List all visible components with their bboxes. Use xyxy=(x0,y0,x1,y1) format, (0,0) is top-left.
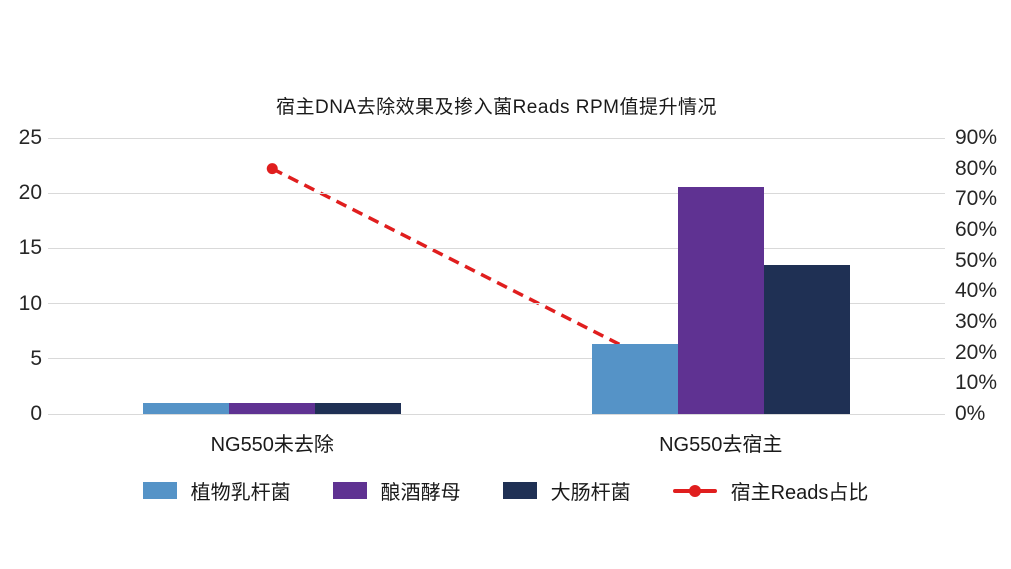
legend-dot-icon xyxy=(688,484,701,497)
legend-swatch-lactobacillus xyxy=(142,482,177,499)
x-axis-label-ng550-before: NG550未去除 xyxy=(210,434,334,456)
gridline xyxy=(48,137,945,139)
legend-swatch-saccharomyces xyxy=(332,482,367,499)
gridline xyxy=(48,303,945,305)
legend-label-e-coli: 大肠杆菌 xyxy=(550,482,631,504)
bar xyxy=(315,402,402,414)
gridline xyxy=(48,247,945,249)
plot-area xyxy=(48,137,945,415)
legend-item-saccharomyces-cerevisiae: 酿酒酵母 xyxy=(332,476,461,505)
bar xyxy=(763,264,850,414)
line-point-marker xyxy=(266,163,278,175)
right-axis-tick: 90% xyxy=(955,126,998,149)
legend-item-lactobacillus-plantarum: 植物乳杆菌 xyxy=(142,476,291,505)
gridline xyxy=(48,192,945,194)
right-axis-tick: 60% xyxy=(955,218,998,241)
left-axis-tick: 15 xyxy=(18,236,42,260)
legend-label-host-reads-ratio: 宿主Reads占比 xyxy=(730,482,869,504)
legend-label-saccharomyces: 酿酒酵母 xyxy=(380,482,461,504)
bar xyxy=(143,402,230,414)
right-axis-tick: 0% xyxy=(955,402,986,425)
legend-item-e-coli: 大肠杆菌 xyxy=(502,476,631,505)
right-axis-tick: 10% xyxy=(955,371,998,395)
left-axis-tick: 25 xyxy=(18,126,42,149)
legend-line-marker-icon xyxy=(672,484,717,497)
legend: 植物乳杆菌 酿酒酵母 大肠杆菌 宿主Reads占比 xyxy=(0,476,1011,505)
right-axis-tick: 40% xyxy=(955,279,998,303)
legend-label-lactobacillus: 植物乳杆菌 xyxy=(190,482,291,504)
right-axis-tick: 50% xyxy=(955,248,998,272)
gridline xyxy=(48,358,945,360)
left-axis-tick: 0 xyxy=(30,402,42,425)
right-axis-tick: 70% xyxy=(955,187,998,211)
right-axis-tick: 80% xyxy=(955,156,998,180)
chart-title: 宿主DNA去除效果及掺入菌Reads RPM值提升情况 xyxy=(275,97,718,118)
left-axis-tick: 5 xyxy=(30,346,42,370)
left-axis-tick: 10 xyxy=(18,291,42,315)
x-axis-label-ng550-after: NG550去宿主 xyxy=(659,434,783,456)
left-axis-tick: 20 xyxy=(18,181,42,205)
legend-item-host-reads-ratio: 宿主Reads占比 xyxy=(672,476,869,505)
bar xyxy=(229,402,316,414)
right-axis-tick: 30% xyxy=(955,310,998,333)
bar xyxy=(677,186,764,414)
bar xyxy=(591,344,678,414)
right-axis-tick: 20% xyxy=(955,340,998,364)
legend-swatch-e-coli xyxy=(502,482,537,499)
gridline xyxy=(48,413,945,415)
